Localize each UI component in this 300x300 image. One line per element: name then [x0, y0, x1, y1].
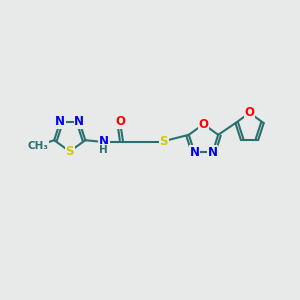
Text: N: N — [208, 146, 218, 159]
Text: O: O — [199, 118, 208, 130]
Text: N: N — [74, 116, 84, 128]
Text: N: N — [99, 135, 109, 148]
Text: O: O — [244, 106, 255, 119]
Text: N: N — [189, 146, 200, 159]
Text: N: N — [55, 116, 65, 128]
Text: S: S — [65, 145, 74, 158]
Text: CH₃: CH₃ — [27, 140, 48, 151]
Text: H: H — [99, 145, 108, 155]
Text: S: S — [160, 135, 168, 148]
Text: O: O — [116, 115, 126, 128]
